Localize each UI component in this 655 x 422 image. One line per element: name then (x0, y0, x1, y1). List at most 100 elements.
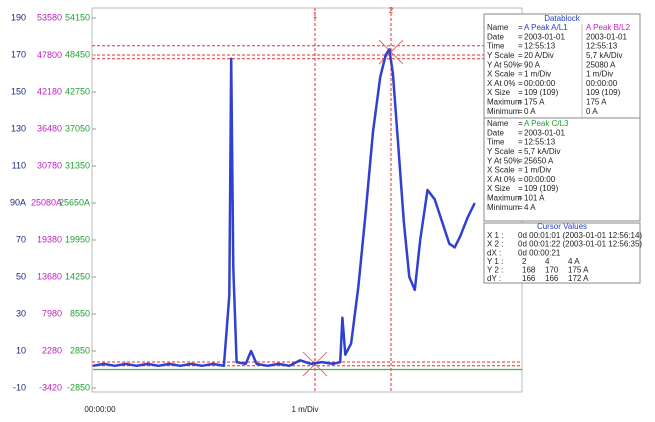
datablock-cell: 2003-01-01 (586, 32, 627, 41)
y-tick-label: 110 (12, 160, 26, 170)
y-tick-label: 42180 (37, 86, 62, 96)
trace (92, 48, 476, 368)
x-start-label: 00:00:00 (84, 405, 116, 414)
cursor-cell: 166 (522, 274, 536, 283)
cursor-cell: X 2 : (487, 240, 503, 249)
datablock-cell: = (518, 23, 523, 32)
y-tick-label: -2850 (67, 382, 90, 392)
y-tick-label: 30 (16, 308, 26, 318)
y-tick-label: 8550 (70, 308, 90, 318)
datablock-cell: 5,7 kA/Div (524, 147, 560, 156)
cursor-cell: 0d 00:01:22 (2003-01-01 12:56:35) (518, 240, 642, 249)
y-tick-label: 25650A (59, 197, 90, 207)
datablock-cell: Minimum (487, 203, 520, 212)
datablock-cell: = (518, 138, 523, 147)
y-tick-label: 47800 (37, 50, 62, 60)
datablock-cell: = (518, 51, 523, 60)
y-tick-label: 50 (16, 271, 26, 281)
y-tick-label: 7980 (42, 308, 62, 318)
y-tick-label: 53580 (37, 12, 62, 22)
datablock-cell: 00:00:00 (524, 175, 556, 184)
datablock-cell: 0 A (524, 107, 536, 116)
datablock-cell: = (518, 88, 523, 97)
y-tick-label: 42750 (65, 86, 90, 96)
datablock-cell: = (518, 128, 523, 137)
datablock-cell: 5,7 kA/Div (586, 51, 622, 60)
datablock-cell: 2003-01-01 (524, 128, 565, 137)
datablock-cell: 109 (109) (524, 88, 559, 97)
y-tick-label: 90A (10, 197, 26, 207)
datablock-cell: Name (487, 119, 509, 128)
datablock-cell: Time (487, 138, 505, 147)
datablock-cell: Date (487, 32, 504, 41)
datablock-cell: Y At 50% (487, 60, 520, 69)
y-tick-label: 25080A (31, 197, 62, 207)
cursor-cell: 168 (522, 266, 536, 275)
datablock-cell: X At 0% (487, 175, 515, 184)
datablock-cell: 1 m/Div (586, 70, 613, 79)
y-tick-label: 10 (16, 345, 26, 355)
y-tick-label: 14250 (65, 271, 90, 281)
datablock-cell: = (518, 79, 523, 88)
datablock-cell: A Peak B/L2 (586, 23, 631, 32)
datablock-cell: = (518, 166, 523, 175)
datablock-cell: = (518, 98, 523, 107)
plot-frame (91, 7, 523, 393)
y-tick-label: 19380 (37, 234, 62, 244)
datablock-cell: 25080 A (586, 60, 616, 69)
datablock-cell: = (518, 203, 523, 212)
datablock-cell: = (518, 32, 523, 41)
datablock-cell: 12:55:13 (586, 42, 618, 51)
datablock-title: Datablock (544, 14, 581, 23)
datablock-cell: = (518, 184, 523, 193)
datablock-cell: = (518, 70, 523, 79)
datablock-cell: 101 A (524, 194, 545, 203)
datablock-cell: 0 A (586, 107, 598, 116)
cursor-cell: 175 A (568, 266, 589, 275)
cursor-cell: Y 2 : (487, 266, 503, 275)
datablock-cell: Minimum (487, 107, 520, 116)
datablock-cell: = (518, 119, 523, 128)
y-tick-label: 13680 (37, 271, 62, 281)
datablock-cell: 25650 A (524, 156, 554, 165)
y-tick-label: 70 (16, 234, 26, 244)
y-tick-label: 130 (11, 123, 26, 133)
y-tick-label: 37050 (65, 123, 90, 133)
datablock-cell: X Scale (487, 70, 515, 79)
datablock-cell: Y At 50% (487, 156, 520, 165)
datablock-cell: = (518, 147, 523, 156)
datablock-cell: Time (487, 42, 505, 51)
datablock-cell: = (518, 194, 523, 203)
datablock-cell: X At 0% (487, 79, 515, 88)
y-tick-label: 19950 (65, 234, 90, 244)
datablock-cell: 109 (109) (586, 88, 621, 97)
cursor-cell: 170 (545, 266, 559, 275)
cursor-cell: Y 1 : (487, 257, 503, 266)
datablock-cell: X Scale (487, 166, 515, 175)
cursor-cell: 166 (545, 274, 559, 283)
y-tick-label: 48450 (65, 49, 90, 59)
datablock-cell: = (518, 42, 523, 51)
cursor-cell: dX : (487, 248, 501, 257)
y-tick-label: 54150 (65, 12, 90, 22)
x-axis-label: 1 m/Div (291, 405, 318, 414)
y-tick-label: -10 (13, 382, 26, 392)
datablock-cell: = (518, 175, 523, 184)
cursor-cell: 4 A (568, 257, 580, 266)
datablock-cell: A Peak C/L3 (524, 119, 569, 128)
datablock-cell: 00:00:00 (586, 79, 618, 88)
cursor-cell: 0d 00:00:21 (518, 248, 561, 257)
cursor-marker: 1 (313, 11, 318, 20)
datablock-cell: Name (487, 23, 509, 32)
y-tick-label: 150 (11, 86, 26, 96)
datablock-cell: Maximum (487, 194, 522, 203)
y-tick-label: 30780 (37, 160, 62, 170)
datablock-cell: 90 A (524, 60, 541, 69)
datablock-cell: Y Scale (487, 51, 515, 60)
y-tick-label: 170 (11, 49, 26, 59)
datablock-cell: 12:55:13 (524, 138, 556, 147)
datablock-cell: 109 (109) (524, 184, 559, 193)
cursor-cell: 2 (522, 257, 527, 266)
cursor-cell: X 1 : (487, 231, 503, 240)
